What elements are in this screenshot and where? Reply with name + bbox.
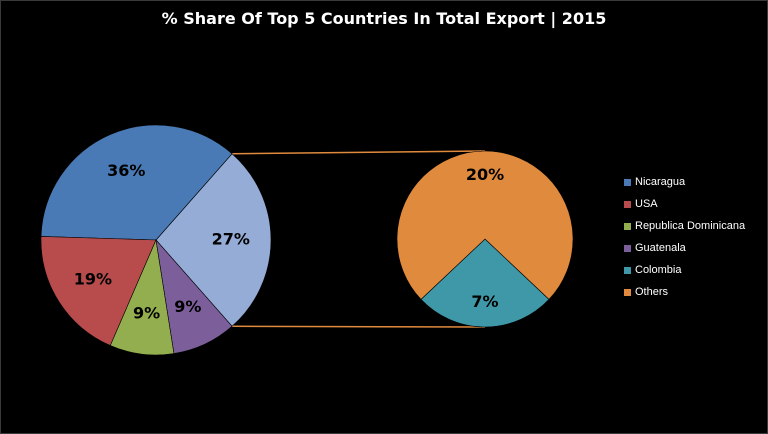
legend-item-nicaragua: Nicaragua	[624, 171, 745, 193]
secondary-pie	[396, 150, 574, 328]
legend-swatch-icon	[624, 200, 631, 208]
connector-top-line	[232, 150, 486, 155]
data-labels: 27% 36% 19% 9% 9% 7% 20%	[74, 161, 504, 323]
secondary-pie-slice-others	[396, 150, 574, 300]
legend-label: Others	[635, 286, 669, 298]
main-pie-slice-guatenala	[155, 239, 233, 354]
main-pie-label-usa: 19%	[74, 270, 112, 289]
legend-item-guatenala: Guatenala	[624, 237, 745, 259]
legend-label: Colombia	[635, 264, 682, 276]
legend: Nicaragua USA Republica Dominicana Guatenal…	[624, 171, 745, 303]
secondary-pie-slice-colombia	[420, 238, 550, 328]
main-pie	[40, 124, 272, 356]
legend-swatch-icon	[624, 266, 631, 274]
legend-swatch-icon	[624, 244, 631, 252]
legend-item-usa: USA	[624, 193, 745, 215]
legend-label: USA	[635, 198, 658, 210]
connector-bottom-line	[232, 325, 486, 328]
legend-label: Republica Dominicana	[635, 220, 746, 232]
main-pie-slice-usa	[40, 236, 157, 346]
main-pie-label-others: 27%	[212, 230, 250, 249]
secondary-pie-label-others: 20%	[466, 165, 504, 184]
legend-label: Guatenala	[635, 242, 686, 254]
legend-swatch-icon	[624, 222, 631, 230]
legend-swatch-icon	[624, 178, 631, 186]
legend-item-others: Others	[624, 281, 745, 303]
secondary-pie-label-colombia: 7%	[471, 292, 498, 311]
main-pie-label-nicaragua: 36%	[107, 161, 145, 180]
main-pie-label-republica-dominicana: 9%	[133, 304, 160, 323]
chart-title: % Share Of Top 5 Countries In Total Expo…	[161, 9, 607, 28]
legend-swatch-icon	[624, 288, 631, 296]
legend-label: Nicaragua	[635, 176, 686, 188]
legend-item-republica-dominicana: Republica Dominicana	[624, 215, 745, 237]
legend-item-colombia: Colombia	[624, 259, 745, 281]
main-pie-label-guatenala: 9%	[174, 297, 201, 316]
main-pie-slice-others	[155, 153, 272, 327]
connector-lines	[232, 150, 486, 328]
main-pie-slice-nicaragua	[40, 124, 233, 241]
